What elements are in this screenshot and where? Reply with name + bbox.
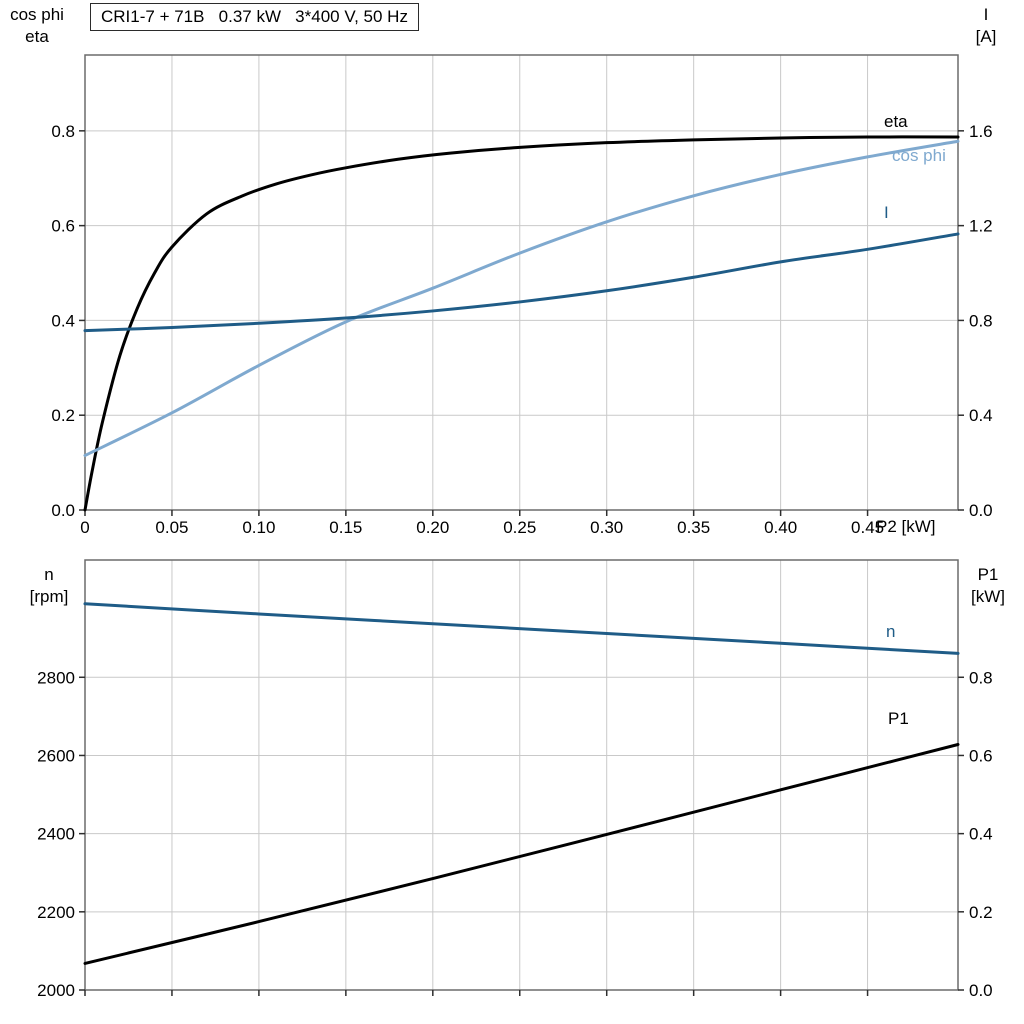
- plot-frame: [84, 54, 959, 511]
- y-right-tick-label: 0.2: [969, 903, 993, 922]
- cos-phi-curve-label: cos phi: [892, 146, 946, 165]
- x-tick-label: 0.25: [503, 518, 536, 537]
- n-curve: [83, 602, 960, 655]
- axis-label-ampere-unit: [A]: [975, 27, 997, 46]
- x-tick-label: 0.05: [155, 518, 188, 537]
- bottom-left-axis-label: n [rpm]: [16, 564, 82, 608]
- y-left-tick-label: 2600: [37, 746, 75, 765]
- axis-label-rpm-unit: [rpm]: [29, 587, 69, 606]
- top-left-axis-label: cos phi eta: [4, 4, 70, 48]
- x-axis-label: P2 [kW]: [876, 517, 936, 536]
- y-left-tick-label: 2800: [37, 668, 75, 687]
- I-curve: [83, 232, 960, 333]
- x-tick-label: 0.15: [329, 518, 362, 537]
- y-left-tick-label: 0.6: [51, 217, 75, 236]
- P1-curve: [83, 743, 960, 965]
- y-right-tick-label: 0.4: [969, 825, 993, 844]
- y-left-tick-label: 0.2: [51, 406, 75, 425]
- axis-label-cos-phi: cos phi: [10, 5, 64, 24]
- x-tick-label: 0.10: [242, 518, 275, 537]
- y-right-tick-label: 0.6: [969, 746, 993, 765]
- y-right-tick-label: 1.6: [969, 122, 993, 141]
- y-left-tick-label: 2400: [37, 825, 75, 844]
- y-left-tick-label: 2200: [37, 903, 75, 922]
- plot-frame: [84, 559, 959, 991]
- cos-phi-curve: [83, 139, 960, 457]
- chart-title: CRI1-7 + 71B 0.37 kW 3*400 V, 50 Hz: [90, 3, 419, 31]
- y-left-tick-label: 0.0: [51, 501, 75, 520]
- y-right-tick-label: 0.8: [969, 668, 993, 687]
- axis-label-eta: eta: [25, 27, 49, 46]
- p1-curve-label: P1: [888, 709, 909, 728]
- y-right-tick-label: 1.2: [969, 217, 993, 236]
- current-curve-label: I: [884, 203, 889, 222]
- top-right-axis-label: I [A]: [958, 4, 1014, 48]
- y-right-tick-label: 0.0: [969, 981, 993, 1000]
- y-left-tick-label: 2000: [37, 981, 75, 1000]
- x-tick-label: 0.30: [590, 518, 623, 537]
- axis-label-n: n: [44, 565, 54, 584]
- x-tick-label: 0.20: [416, 518, 449, 537]
- eta-curve-label: eta: [884, 112, 908, 131]
- x-tick-label: 0.35: [677, 518, 710, 537]
- y-left-tick-label: 0.8: [51, 122, 75, 141]
- y-left-tick-label: 0.4: [51, 311, 75, 330]
- axis-label-current: I: [983, 5, 989, 24]
- y-right-tick-label: 0.8: [969, 311, 993, 330]
- x-tick-label: 0: [80, 518, 89, 537]
- axis-label-kw-unit: [kW]: [971, 587, 1005, 606]
- x-tick-label: 0.45: [851, 518, 884, 537]
- eta-curve: [83, 135, 960, 512]
- bottom-right-axis-label: P1 [kW]: [958, 564, 1018, 608]
- speed-curve-label: n: [886, 622, 896, 641]
- x-tick-label: 0.40: [764, 518, 797, 537]
- y-right-tick-label: 0.4: [969, 406, 993, 425]
- y-right-tick-label: 0.0: [969, 501, 993, 520]
- axis-label-p1: P1: [977, 565, 999, 584]
